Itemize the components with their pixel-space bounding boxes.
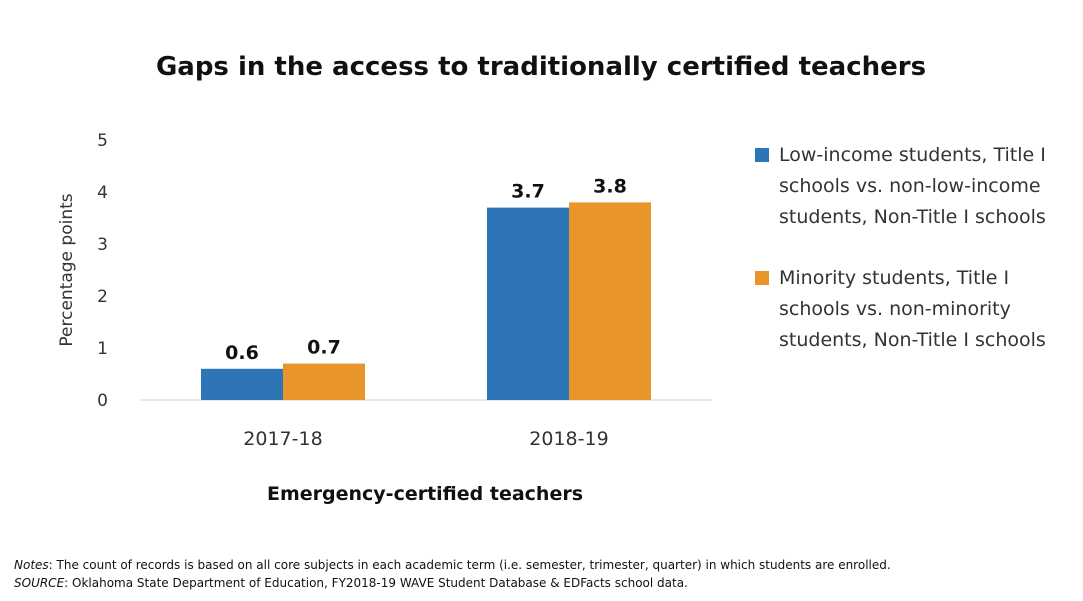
source-label: SOURCE [14,576,65,590]
legend: Low-income students, Title I schools vs.… [755,140,1075,386]
y-tick-label: 3 [97,235,108,255]
y-tick-label: 0 [97,391,108,411]
y-axis: 0 1 2 3 4 5 [97,131,108,411]
legend-label-low-income: Low-income students, Title I schools vs.… [779,144,1046,228]
notes-label: Notes [14,558,49,572]
bar-series1-2018-19 [487,207,569,400]
y-tick-label: 1 [97,339,108,359]
legend-label-minority: Minority students, Title I schools vs. n… [779,267,1046,351]
legend-swatch-minority [755,271,769,285]
x-axis-categories: 2017-18 2018-19 [243,428,608,450]
data-label-series2-2017-18: 0.7 [307,337,341,359]
y-tick-label: 2 [97,287,108,307]
x-axis-label: Emergency-certified teachers [267,483,583,505]
bars: 0.6 0.7 3.7 3.8 [201,175,651,400]
y-tick-label: 5 [97,131,108,151]
source-line: SOURCE: Oklahoma State Department of Edu… [14,574,1079,592]
chart-notes: Notes: The count of records is based on … [14,556,1079,592]
bar-series2-2017-18 [283,363,365,400]
legend-item-low-income: Low-income students, Title I schools vs.… [755,140,1075,233]
bar-series2-2018-19 [569,202,651,400]
notes-line: Notes: The count of records is based on … [14,556,1079,574]
y-axis-label: Percentage points [57,193,77,346]
y-tick-label: 4 [97,183,108,203]
x-category-label: 2018-19 [529,428,608,450]
source-text: : Oklahoma State Department of Education… [64,576,688,590]
legend-swatch-low-income [755,148,769,162]
x-category-label: 2017-18 [243,428,322,450]
legend-item-minority: Minority students, Title I schools vs. n… [755,263,1075,356]
chart-title: Gaps in the access to traditionally cert… [156,52,926,82]
bar-series1-2017-18 [201,368,283,400]
data-label-series2-2018-19: 3.8 [593,175,627,197]
data-label-series1-2018-19: 3.7 [511,181,545,203]
data-label-series1-2017-18: 0.6 [225,342,259,364]
notes-text: : The count of records is based on all c… [48,558,891,572]
